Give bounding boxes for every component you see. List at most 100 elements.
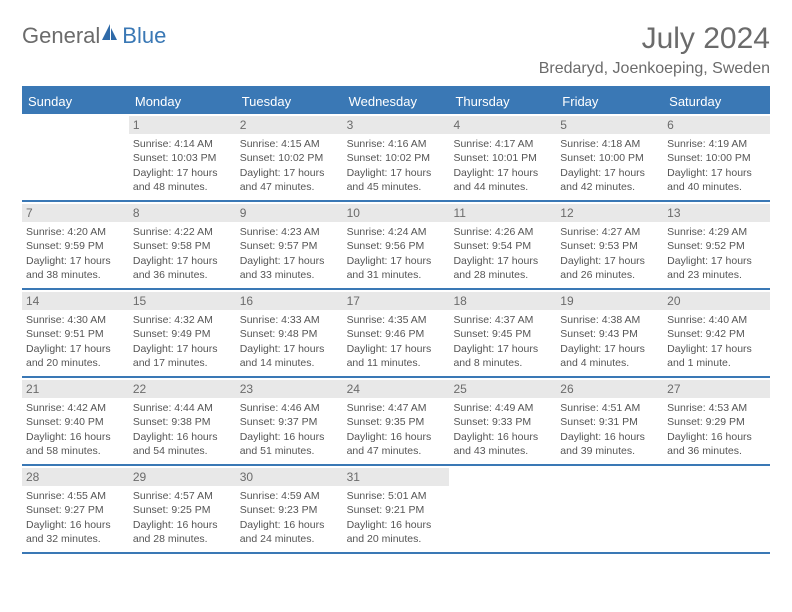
sail-icon xyxy=(100,22,120,49)
calendar-cell: 24Sunrise: 4:47 AMSunset: 9:35 PMDayligh… xyxy=(343,378,450,464)
cell-info-line: Sunset: 9:43 PM xyxy=(560,327,659,341)
calendar-cell: 2Sunrise: 4:15 AMSunset: 10:02 PMDayligh… xyxy=(236,114,343,200)
day-number: 21 xyxy=(22,380,129,398)
cell-info-line: Daylight: 17 hours xyxy=(667,342,766,356)
cell-info-line: Sunset: 9:56 PM xyxy=(347,239,446,253)
cell-info-line: Sunset: 9:59 PM xyxy=(26,239,125,253)
cell-info-line: Sunrise: 4:22 AM xyxy=(133,225,232,239)
calendar-row: 1Sunrise: 4:14 AMSunset: 10:03 PMDayligh… xyxy=(22,114,770,202)
cell-info-line: Sunset: 9:35 PM xyxy=(347,415,446,429)
weekday-header-cell: Sunday xyxy=(22,89,129,114)
weekday-header-cell: Friday xyxy=(556,89,663,114)
calendar-cell: 12Sunrise: 4:27 AMSunset: 9:53 PMDayligh… xyxy=(556,202,663,288)
cell-info-line: Daylight: 17 hours xyxy=(667,254,766,268)
calendar-cell: 22 Sunrise: 4:44 AMSunset: 9:38 PMDayligh… xyxy=(129,378,236,464)
calendar-cell: 1Sunrise: 4:14 AMSunset: 10:03 PMDayligh… xyxy=(129,114,236,200)
calendar-cell: 17Sunrise: 4:35 AMSunset: 9:46 PMDayligh… xyxy=(343,290,450,376)
calendar: SundayMondayTuesdayWednesdayThursdayFrid… xyxy=(22,86,770,554)
cell-info-line: Sunrise: 4:27 AM xyxy=(560,225,659,239)
day-number: 19 xyxy=(556,292,663,310)
cell-info-line: Daylight: 16 hours xyxy=(133,518,232,532)
calendar-cell: 9Sunrise: 4:23 AMSunset: 9:57 PMDaylight… xyxy=(236,202,343,288)
cell-info-line: Daylight: 16 hours xyxy=(347,430,446,444)
cell-info-line: Sunset: 9:51 PM xyxy=(26,327,125,341)
cell-info-line: Sunset: 9:33 PM xyxy=(453,415,552,429)
cell-info-line: and 33 minutes. xyxy=(240,268,339,282)
cell-info-line: Daylight: 16 hours xyxy=(240,518,339,532)
cell-info-line: Sunset: 9:45 PM xyxy=(453,327,552,341)
cell-info-line: Sunset: 9:29 PM xyxy=(667,415,766,429)
cell-info-line: Daylight: 17 hours xyxy=(347,254,446,268)
cell-info-line: and 44 minutes. xyxy=(453,180,552,194)
day-number: 22 xyxy=(129,380,236,398)
calendar-cell xyxy=(663,466,770,552)
calendar-row: 28Sunrise: 4:55 AMSunset: 9:27 PMDayligh… xyxy=(22,466,770,554)
cell-info-line: Sunrise: 4:49 AM xyxy=(453,401,552,415)
calendar-cell: 20Sunrise: 4:40 AMSunset: 9:42 PMDayligh… xyxy=(663,290,770,376)
day-number: 4 xyxy=(449,116,556,134)
cell-info-line: Sunset: 9:46 PM xyxy=(347,327,446,341)
cell-info-line: and 20 minutes. xyxy=(347,532,446,546)
cell-info-line: Sunrise: 4:35 AM xyxy=(347,313,446,327)
calendar-cell: 13Sunrise: 4:29 AMSunset: 9:52 PMDayligh… xyxy=(663,202,770,288)
brand-logo: General Blue xyxy=(22,22,166,49)
cell-info-line: Sunset: 9:40 PM xyxy=(26,415,125,429)
cell-info-line: and 40 minutes. xyxy=(667,180,766,194)
cell-info-line: Sunrise: 4:30 AM xyxy=(26,313,125,327)
cell-info-line: Daylight: 17 hours xyxy=(26,342,125,356)
weekday-header-row: SundayMondayTuesdayWednesdayThursdayFrid… xyxy=(22,89,770,114)
cell-info-line: Sunrise: 4:57 AM xyxy=(133,489,232,503)
cell-info-line: Sunset: 10:03 PM xyxy=(133,151,232,165)
cell-info-line: Sunrise: 4:55 AM xyxy=(26,489,125,503)
day-number: 14 xyxy=(22,292,129,310)
cell-info-line: Sunrise: 4:24 AM xyxy=(347,225,446,239)
day-number: 23 xyxy=(236,380,343,398)
cell-info-line: Daylight: 17 hours xyxy=(453,254,552,268)
cell-info-line: and 47 minutes. xyxy=(347,444,446,458)
weekday-header-cell: Wednesday xyxy=(343,89,450,114)
calendar-cell: 28Sunrise: 4:55 AMSunset: 9:27 PMDayligh… xyxy=(22,466,129,552)
day-number: 8 xyxy=(129,204,236,222)
cell-info-line: Sunset: 10:01 PM xyxy=(453,151,552,165)
calendar-cell: 25Sunrise: 4:49 AMSunset: 9:33 PMDayligh… xyxy=(449,378,556,464)
calendar-cell: 30Sunrise: 4:59 AMSunset: 9:23 PMDayligh… xyxy=(236,466,343,552)
cell-info-line: Sunset: 9:21 PM xyxy=(347,503,446,517)
cell-info-line: Daylight: 17 hours xyxy=(240,254,339,268)
day-number: 18 xyxy=(449,292,556,310)
cell-info-line: Sunset: 9:31 PM xyxy=(560,415,659,429)
day-number: 28 xyxy=(22,468,129,486)
cell-info-line: Daylight: 16 hours xyxy=(347,518,446,532)
cell-info-line: Daylight: 16 hours xyxy=(240,430,339,444)
calendar-cell: 10Sunrise: 4:24 AMSunset: 9:56 PMDayligh… xyxy=(343,202,450,288)
cell-info-line: Sunset: 9:49 PM xyxy=(133,327,232,341)
cell-info-line: Daylight: 16 hours xyxy=(453,430,552,444)
cell-info-line: Sunset: 10:00 PM xyxy=(667,151,766,165)
calendar-row: 21Sunrise: 4:42 AMSunset: 9:40 PMDayligh… xyxy=(22,378,770,466)
cell-info-line: and 28 minutes. xyxy=(133,532,232,546)
day-number: 2 xyxy=(236,116,343,134)
day-number: 5 xyxy=(556,116,663,134)
calendar-cell: 14 Sunrise: 4:30 AMSunset: 9:51 PMDayligh… xyxy=(22,290,129,376)
cell-info-line: Daylight: 17 hours xyxy=(453,166,552,180)
cell-info-line: Daylight: 16 hours xyxy=(667,430,766,444)
cell-info-line: Sunrise: 4:46 AM xyxy=(240,401,339,415)
cell-info-line: Daylight: 16 hours xyxy=(133,430,232,444)
cell-info-line: Sunrise: 4:38 AM xyxy=(560,313,659,327)
weekday-header-cell: Saturday xyxy=(663,89,770,114)
calendar-row: 14Sunrise: 4:30 AMSunset: 9:51 PMDayligh… xyxy=(22,290,770,378)
cell-info-line: and 28 minutes. xyxy=(453,268,552,282)
calendar-body: 1Sunrise: 4:14 AMSunset: 10:03 PMDayligh… xyxy=(22,114,770,554)
cell-info-line: Sunrise: 5:01 AM xyxy=(347,489,446,503)
cell-info-line: and 54 minutes. xyxy=(133,444,232,458)
cell-info-line: and 43 minutes. xyxy=(453,444,552,458)
cell-info-line: and 20 minutes. xyxy=(26,356,125,370)
cell-info-line: Sunrise: 4:44 AM xyxy=(133,401,232,415)
calendar-cell: 27Sunrise: 4:53 AMSunset: 9:29 PMDayligh… xyxy=(663,378,770,464)
day-number: 27 xyxy=(663,380,770,398)
cell-info-line: Sunset: 9:23 PM xyxy=(240,503,339,517)
cell-info-line: Daylight: 17 hours xyxy=(560,166,659,180)
cell-info-line: Sunset: 9:38 PM xyxy=(133,415,232,429)
calendar-cell: 19Sunrise: 4:38 AMSunset: 9:43 PMDayligh… xyxy=(556,290,663,376)
cell-info-line: and 45 minutes. xyxy=(347,180,446,194)
brand-general: General xyxy=(22,23,100,49)
